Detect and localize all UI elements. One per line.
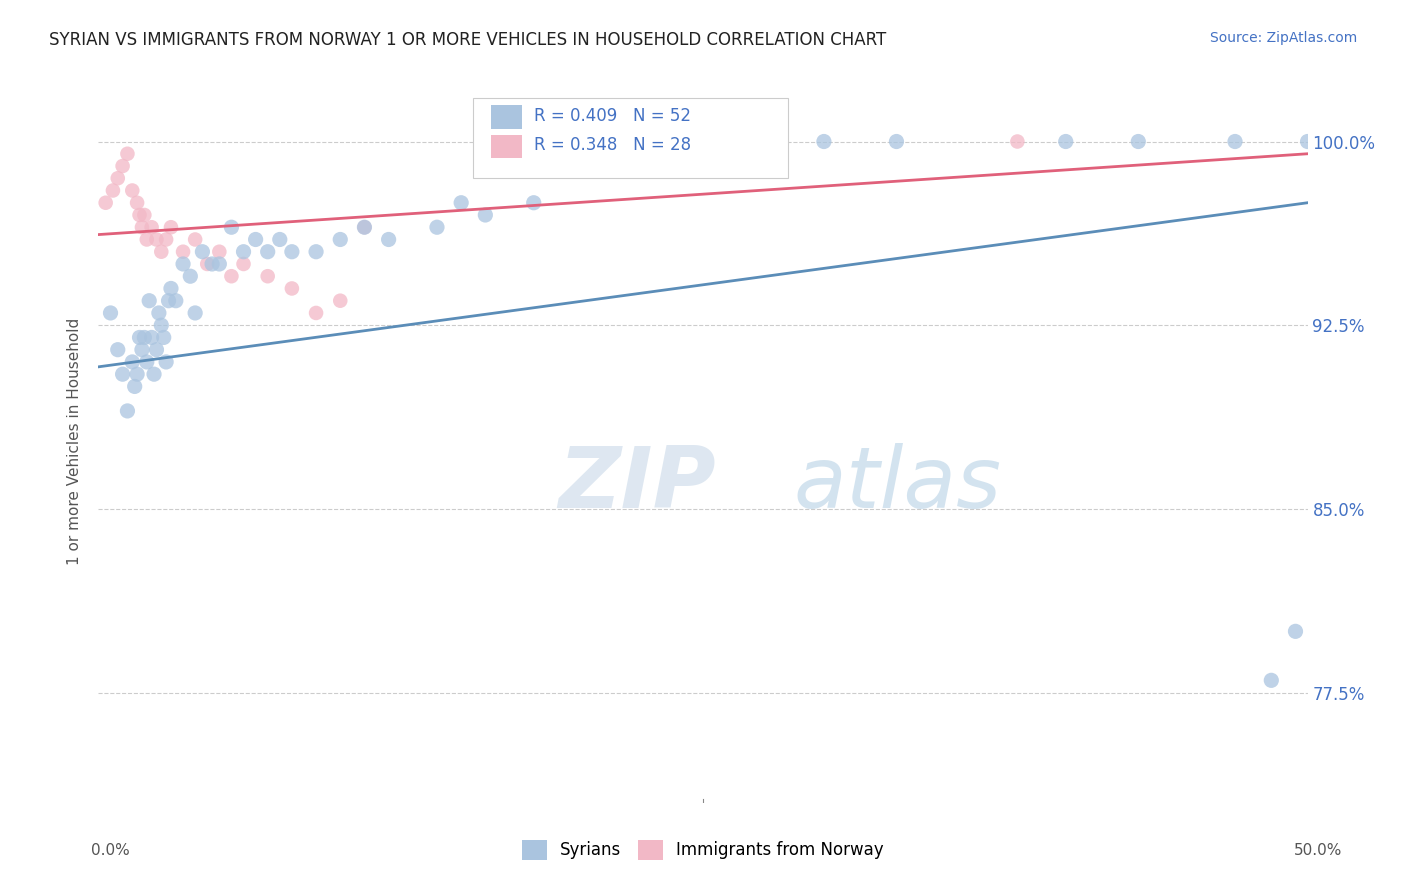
Point — [143, 367, 166, 381]
Point — [111, 367, 134, 381]
Point — [426, 220, 449, 235]
Point — [201, 257, 224, 271]
Point — [813, 135, 835, 149]
Point — [157, 293, 180, 308]
Point — [179, 269, 201, 284]
Bar — [492, 135, 522, 158]
Point — [138, 293, 160, 308]
Point — [128, 208, 150, 222]
Point — [1007, 135, 1029, 149]
Point — [134, 330, 156, 344]
Point — [208, 244, 231, 259]
Point — [172, 257, 194, 271]
Point — [150, 244, 173, 259]
Point — [127, 367, 149, 381]
Text: Source: ZipAtlas.com: Source: ZipAtlas.com — [1209, 31, 1357, 45]
Point — [184, 306, 207, 320]
Y-axis label: 1 or more Vehicles in Household: 1 or more Vehicles in Household — [67, 318, 83, 566]
Point — [245, 232, 267, 246]
Point — [184, 232, 207, 246]
Point — [121, 355, 143, 369]
Point — [155, 232, 177, 246]
Point — [1296, 135, 1319, 149]
Point — [269, 232, 291, 246]
Point — [141, 220, 163, 235]
Point — [1128, 135, 1150, 149]
Point — [117, 146, 139, 161]
Point — [131, 220, 153, 235]
Point — [256, 269, 278, 284]
Point — [474, 208, 496, 222]
Point — [353, 220, 375, 235]
Point — [232, 257, 254, 271]
Point — [208, 257, 231, 271]
Legend: Syrians, Immigrants from Norway: Syrians, Immigrants from Norway — [515, 833, 891, 867]
Point — [152, 330, 174, 344]
Bar — [492, 105, 522, 128]
Point — [329, 293, 352, 308]
Point — [131, 343, 153, 357]
Text: atlas: atlas — [793, 443, 1001, 526]
Point — [523, 195, 546, 210]
Point — [195, 257, 218, 271]
Text: R = 0.348   N = 28: R = 0.348 N = 28 — [534, 136, 690, 154]
Point — [107, 343, 129, 357]
Point — [141, 330, 163, 344]
Point — [305, 244, 328, 259]
Point — [886, 135, 908, 149]
Text: 50.0%: 50.0% — [1295, 843, 1343, 858]
Point — [150, 318, 173, 333]
Point — [160, 220, 183, 235]
Point — [128, 330, 150, 344]
Point — [127, 195, 149, 210]
Point — [121, 184, 143, 198]
Point — [117, 404, 139, 418]
Text: 0.0%: 0.0% — [91, 843, 131, 858]
Point — [281, 244, 304, 259]
Point — [111, 159, 134, 173]
Point — [155, 355, 177, 369]
Point — [134, 208, 156, 222]
Point — [94, 195, 117, 210]
Point — [160, 281, 183, 295]
Point — [107, 171, 129, 186]
Point — [692, 135, 714, 149]
Text: SYRIAN VS IMMIGRANTS FROM NORWAY 1 OR MORE VEHICLES IN HOUSEHOLD CORRELATION CHA: SYRIAN VS IMMIGRANTS FROM NORWAY 1 OR MO… — [49, 31, 886, 49]
Point — [100, 306, 122, 320]
Point — [1054, 135, 1077, 149]
Point — [148, 306, 170, 320]
Point — [135, 232, 157, 246]
Text: R = 0.409   N = 52: R = 0.409 N = 52 — [534, 107, 690, 125]
Point — [191, 244, 214, 259]
Point — [232, 244, 254, 259]
Point — [281, 281, 304, 295]
Point — [101, 184, 124, 198]
Point — [145, 232, 167, 246]
Point — [1260, 673, 1282, 688]
Text: ZIP: ZIP — [558, 443, 716, 526]
Point — [1284, 624, 1306, 639]
Point — [135, 355, 157, 369]
Point — [450, 195, 472, 210]
Point — [377, 232, 399, 246]
Point — [571, 135, 593, 149]
Point — [145, 343, 167, 357]
Point — [172, 244, 194, 259]
Point — [329, 232, 352, 246]
Point — [353, 220, 375, 235]
Point — [1223, 135, 1246, 149]
Point — [165, 293, 187, 308]
Point — [124, 379, 146, 393]
Point — [221, 269, 243, 284]
Point — [305, 306, 328, 320]
Point — [221, 220, 243, 235]
FancyBboxPatch shape — [474, 98, 787, 178]
Point — [256, 244, 278, 259]
